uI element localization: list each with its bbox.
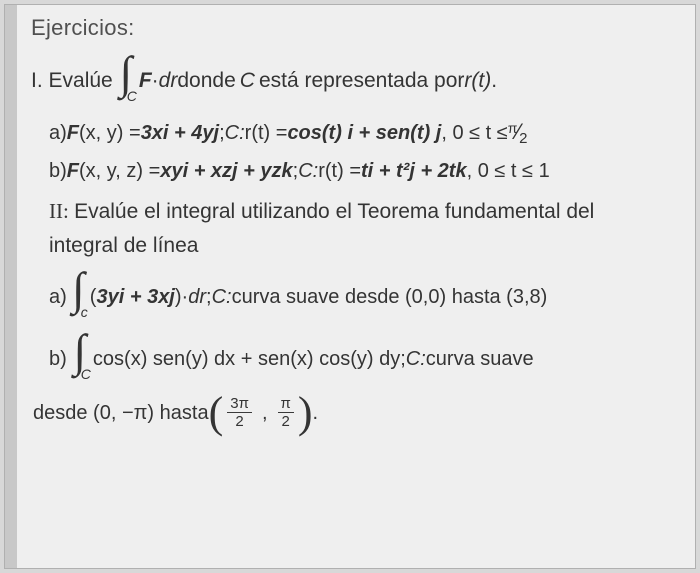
p1b-label: b): [49, 156, 67, 186]
p2a-C: C:: [212, 282, 232, 312]
title: Ejercicios:: [31, 15, 677, 41]
p2b-text: curva suave: [426, 344, 534, 374]
p2-label: II:: [49, 199, 74, 223]
p2a-dr: dr: [188, 282, 206, 312]
p2b-C: C:: [406, 344, 426, 374]
integral-icon: ∫ C: [69, 333, 91, 385]
p1b-F: F: [67, 156, 79, 186]
problem-2: II: Evalúe el integral utilizando el Teo…: [49, 196, 677, 228]
p1a-r: r(t) =: [245, 118, 288, 148]
problem-1: I. Evalúe ∫ C F · dr donde C está repres…: [31, 55, 677, 107]
p2b-body: cos(x) sen(y) dx + sen(x) cos(y) dy: [93, 344, 400, 374]
p1a-F: F: [67, 118, 79, 148]
p2a: a) ∫ c ( 3yi + 3xj ) · dr ; C: curva sua…: [49, 271, 677, 323]
p1-prefix: I. Evalúe: [31, 65, 113, 97]
p1a-body: 3xi + 4yj: [141, 118, 219, 148]
p2b-desde: desde (0, −π) hasta: [33, 398, 209, 428]
p2a-label: a): [49, 282, 67, 312]
p1-period: .: [491, 65, 497, 97]
p1-mid: donde: [177, 65, 235, 97]
p1-rt: r(t): [464, 65, 491, 97]
p1a: a) F (x, y) = 3xi + 4yj ; C: r(t) = cos(…: [49, 115, 677, 151]
p1-end: está representada por: [259, 65, 464, 97]
p1b-rbody: ti + t²j + 2tk: [361, 156, 467, 186]
p1b-body: xyi + xzj + yzk: [160, 156, 292, 186]
p2a-text: curva suave desde (0,0) hasta (3,8): [232, 282, 548, 312]
problem-2b: integral de línea: [49, 230, 677, 262]
integral-icon: ∫ C: [115, 55, 137, 107]
p1-F: F: [139, 65, 152, 97]
p2a-close: ): [175, 282, 182, 312]
p2a-dot: ·: [182, 282, 189, 312]
exercise-panel: Ejercicios: I. Evalúe ∫ C F · dr donde C…: [4, 4, 696, 569]
p1a-C: C:: [225, 118, 245, 148]
p1-dot: ·: [152, 65, 159, 97]
p2a-open: (: [90, 282, 97, 312]
p1b-r: r(t) =: [318, 156, 361, 186]
p1-C: C: [236, 65, 259, 97]
p1-dr: dr: [159, 65, 178, 97]
p1a-range1: , 0 ≤ t ≤: [441, 118, 507, 148]
p2b-cont: desde (0, −π) hasta ( 3π2 , π2 ) .: [33, 391, 677, 436]
p1b-C: C:: [298, 156, 318, 186]
left-stripe: [5, 5, 17, 568]
p2b-period: .: [313, 398, 319, 428]
p2b-label: b): [49, 344, 67, 374]
p2b: b) ∫ C cos(x) sen(y) dx + sen(x) cos(y) …: [49, 333, 677, 385]
p2-text2: integral de línea: [49, 234, 198, 257]
p2a-body: 3yi + 3xj: [96, 282, 174, 312]
p1b-range: , 0 ≤ t ≤ 1: [467, 156, 550, 186]
p1a-label: a): [49, 118, 67, 148]
p1a-rbody: cos(t) i + sen(t) j: [287, 118, 441, 148]
pi-half-icon: π⁄2: [508, 115, 528, 151]
p1a-args: (x, y) =: [79, 118, 141, 148]
final-point: ( 3π2 , π2 ): [209, 391, 313, 436]
integral-icon: ∫ c: [69, 271, 88, 323]
p1b-args: (x, y, z) =: [79, 156, 160, 186]
p1b: b) F (x, y, z) = xyi + xzj + yzk ; C: r(…: [49, 156, 677, 186]
p2-text: Evalúe el integral utilizando el Teorema…: [74, 200, 594, 223]
